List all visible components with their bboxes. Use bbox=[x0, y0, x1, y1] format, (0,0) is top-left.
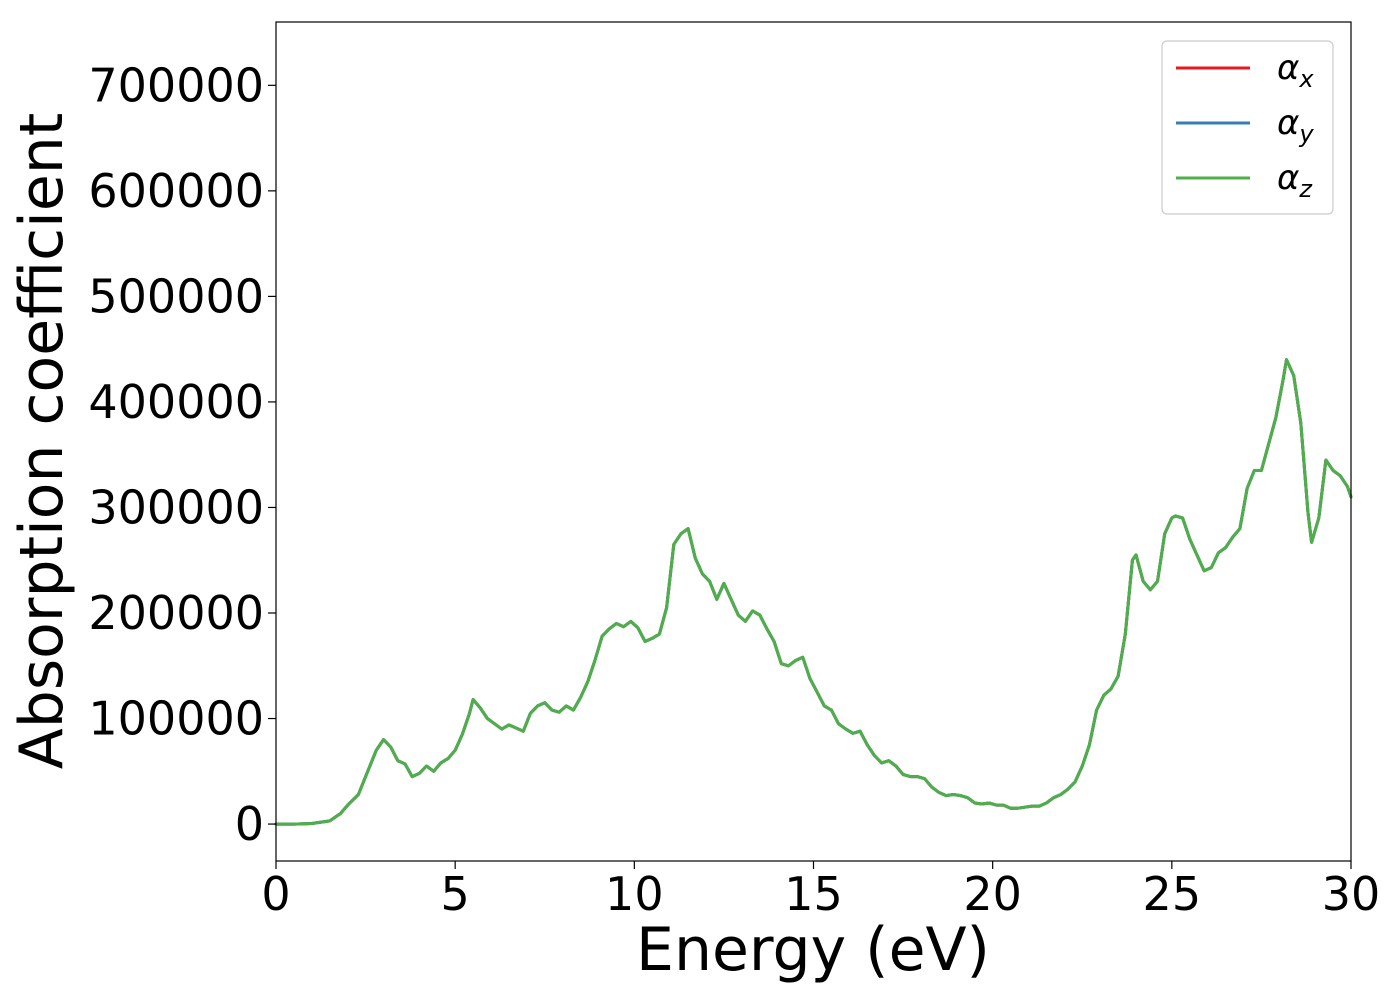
x-tick-label: 5 bbox=[441, 867, 470, 921]
x-tick-label: 30 bbox=[1322, 867, 1381, 921]
x-tick-label: 0 bbox=[261, 867, 290, 921]
y-tick-label: 100000 bbox=[88, 692, 264, 746]
y-axis-ticks: 0 100000 200000 300000 400000 500000 600000 700… bbox=[88, 58, 276, 851]
series-layer bbox=[274, 358, 1353, 826]
y-tick-label: 200000 bbox=[88, 586, 264, 640]
x-tick-label: 25 bbox=[1143, 867, 1202, 921]
y-tick-label: 400000 bbox=[88, 375, 264, 429]
x-tick-label: 15 bbox=[784, 867, 843, 921]
legend: αx αy αz bbox=[1161, 40, 1334, 215]
x-axis-title: Energy (eV) bbox=[636, 915, 990, 985]
y-tick-label: 600000 bbox=[88, 164, 264, 218]
legend-label-z: αz bbox=[1277, 158, 1313, 203]
legend-frame bbox=[1161, 40, 1334, 215]
y-tick-label: 500000 bbox=[88, 269, 264, 323]
series-line-2 bbox=[274, 358, 1353, 826]
y-axis-title: Absorption coefficient bbox=[7, 113, 77, 770]
y-tick-label: 0 bbox=[235, 797, 264, 851]
x-tick-label: 10 bbox=[605, 867, 664, 921]
y-tick-label: 300000 bbox=[88, 480, 264, 534]
legend-label-x: αx bbox=[1277, 48, 1314, 93]
y-tick-label: 700000 bbox=[88, 58, 264, 112]
x-tick-label: 20 bbox=[963, 867, 1022, 921]
x-axis-ticks: 0 5 10 15 20 25 30 bbox=[261, 861, 1380, 921]
legend-label-y: αy bbox=[1277, 103, 1314, 148]
